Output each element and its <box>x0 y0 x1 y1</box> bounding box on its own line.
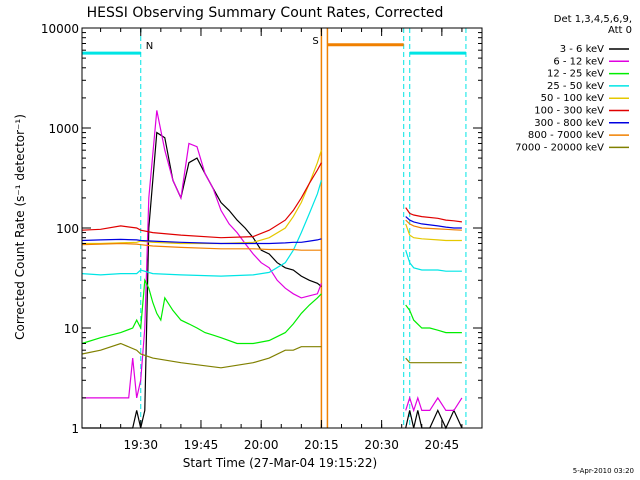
legend-label: 7000 - 20000 keV <box>515 142 604 153</box>
x-tick-label: 20:30 <box>364 438 399 452</box>
legend-label: 12 - 25 keV <box>547 69 604 80</box>
x-tick-label: 20:15 <box>304 438 339 452</box>
x-axis-label: Start Time (27-Mar-04 19:15:22) <box>183 456 377 470</box>
legend-label: 6 - 12 keV <box>553 56 604 67</box>
date-stamp: 5-Apr-2010 03:20 <box>573 467 634 475</box>
x-tick-label: 20:45 <box>425 438 460 452</box>
saa-label: S <box>312 36 318 47</box>
legend-label: 300 - 800 keV <box>534 118 604 129</box>
chart-title: HESSI Observing Summary Count Rates, Cor… <box>87 5 444 21</box>
plot-frame: 19:30 19:45 20:00 20:15 20:30 20:45 1 10 100 1000… <box>41 22 483 452</box>
series-lines <box>81 110 463 430</box>
series-line-7 <box>81 219 462 251</box>
legend-label: 50 - 100 keV <box>541 93 605 104</box>
y-tick-label: 100 <box>56 222 79 236</box>
legend-label: 800 - 7000 keV <box>528 130 604 141</box>
y-tick-label: 10000 <box>41 22 79 36</box>
series-line-3 <box>81 180 462 277</box>
series-line-8 <box>81 342 462 369</box>
x-tick-label: 19:30 <box>123 438 158 452</box>
y-tick-label: 1 <box>71 422 79 436</box>
legend-label: 100 - 300 keV <box>534 106 604 117</box>
series-line-5 <box>81 162 462 239</box>
legend-label: 3 - 6 keV <box>560 44 604 55</box>
legend-header: Att 0 <box>608 25 632 36</box>
series-line-0 <box>82 131 463 430</box>
series-line-2 <box>81 278 462 345</box>
series-line-1 <box>82 110 463 413</box>
x-tick-label: 20:00 <box>244 438 279 452</box>
x-tick-label: 19:45 <box>184 438 219 452</box>
night-label: N <box>146 41 153 52</box>
legend-label: 25 - 50 keV <box>547 81 604 92</box>
y-tick-label: 10 <box>64 322 79 336</box>
y-tick-label: 1000 <box>48 122 79 136</box>
y-axis-label: Corrected Count Rate (s⁻¹ detector⁻¹) <box>13 114 27 340</box>
series-line-6 <box>81 216 462 245</box>
legend-header: Det 1,3,4,5,6,9, <box>554 14 632 25</box>
